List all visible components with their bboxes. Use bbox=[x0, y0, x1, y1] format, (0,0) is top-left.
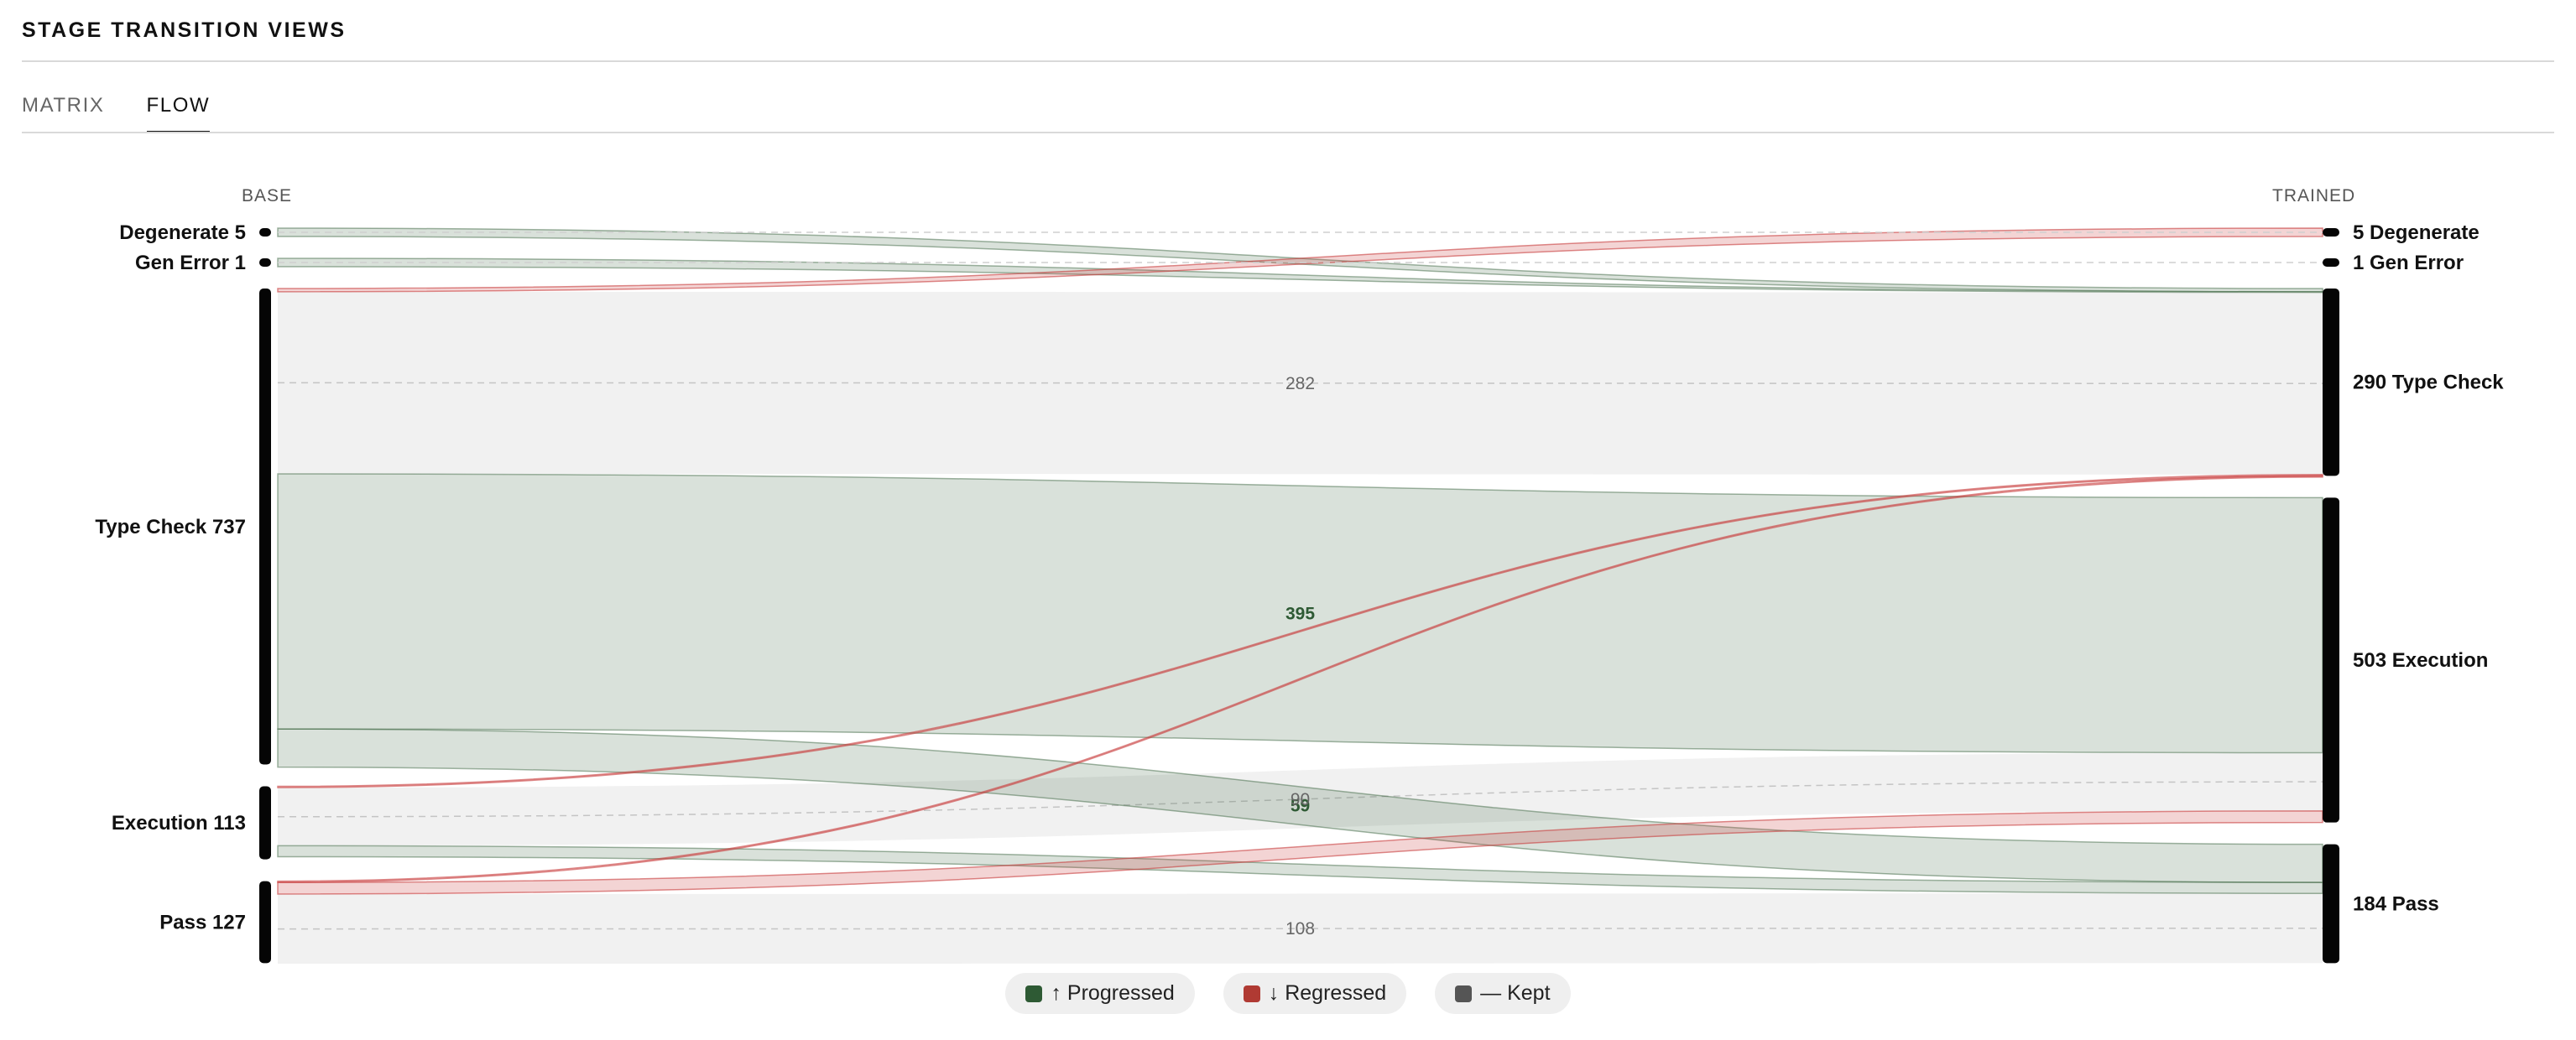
right-node-label-gen_error: 1 Gen Error bbox=[2353, 252, 2464, 274]
right-node-label-type_check: 290 Type Check bbox=[2353, 372, 2504, 394]
flow-progressed-degenerate-to-type_check bbox=[277, 227, 2323, 293]
left-node-bar-type_check bbox=[259, 289, 271, 765]
flow-value-label-execution-to-execution: 90 bbox=[1291, 790, 1310, 809]
right-node-label-execution: 503 Execution bbox=[2353, 649, 2488, 672]
left-node-bar-degenerate bbox=[259, 228, 271, 237]
legend-regressed-label: ↓ Regressed bbox=[1268, 981, 1387, 1005]
right-node-bar-degenerate bbox=[2323, 228, 2339, 237]
left-node-label-execution: Execution 113 bbox=[112, 812, 246, 835]
left-node-bar-pass bbox=[259, 881, 271, 964]
flow-kept-centerline-pass bbox=[277, 928, 2323, 930]
flow-value-label-type_check-to-pass: 59 bbox=[1291, 797, 1310, 816]
trained-column-label: TRAINED bbox=[2272, 186, 2355, 205]
flow-links bbox=[277, 227, 2323, 965]
legend-progressed[interactable]: ↑ Progressed bbox=[1005, 973, 1195, 1014]
base-column-label: BASE bbox=[242, 186, 292, 205]
flow-regressed-pass-to-type_check bbox=[277, 475, 2323, 883]
right-node-bar-pass bbox=[2323, 844, 2339, 964]
tab-matrix[interactable]: MATRIX bbox=[22, 94, 105, 117]
progressed-swatch bbox=[1025, 985, 1043, 1002]
left-node-bar-execution bbox=[259, 786, 271, 860]
title-divider bbox=[22, 60, 2554, 62]
right-node-bar-execution bbox=[2323, 497, 2339, 823]
left-node-label-degenerate: Degenerate 5 bbox=[119, 221, 246, 244]
legend: ↑ Progressed ↓ Regressed — Kept bbox=[0, 973, 2576, 1014]
right-node-bar-gen_error bbox=[2323, 258, 2339, 267]
tabs-divider bbox=[22, 132, 2554, 133]
flow-value-label-type_check-to-type_check: 282 bbox=[1285, 374, 1315, 393]
legend-kept-label: — Kept bbox=[1480, 981, 1551, 1005]
left-node-label-gen_error: Gen Error 1 bbox=[135, 252, 246, 274]
flow-regressed-type_check-to-degenerate bbox=[277, 227, 2323, 293]
flow-value-label-type_check-to-execution: 395 bbox=[1285, 604, 1315, 623]
flow-value-label-pass-to-pass: 108 bbox=[1285, 919, 1315, 939]
flow-kept-centerline-execution bbox=[277, 781, 2323, 818]
left-node-label-pass: Pass 127 bbox=[159, 911, 246, 933]
flow-progressed-gen_error-to-type_check bbox=[277, 257, 2323, 294]
flow-kept-centerline-type_check bbox=[277, 382, 2323, 384]
legend-kept[interactable]: — Kept bbox=[1435, 973, 1571, 1014]
page-title: STAGE TRANSITION VIEWS bbox=[22, 18, 347, 42]
legend-progressed-label: ↑ Progressed bbox=[1051, 981, 1175, 1005]
right-node-label-degenerate: 5 Degenerate bbox=[2353, 221, 2480, 244]
kept-swatch bbox=[1455, 985, 1473, 1002]
legend-regressed[interactable]: ↓ Regressed bbox=[1223, 973, 1407, 1014]
left-node-bar-gen_error bbox=[259, 258, 271, 267]
right-node-label-pass: 184 Pass bbox=[2353, 893, 2439, 916]
right-node-bar-type_check bbox=[2323, 289, 2339, 476]
left-node-label-type_check: Type Check 737 bbox=[95, 516, 246, 538]
regressed-swatch bbox=[1243, 985, 1260, 1002]
flow-regressed-pass-to-execution bbox=[277, 810, 2323, 895]
